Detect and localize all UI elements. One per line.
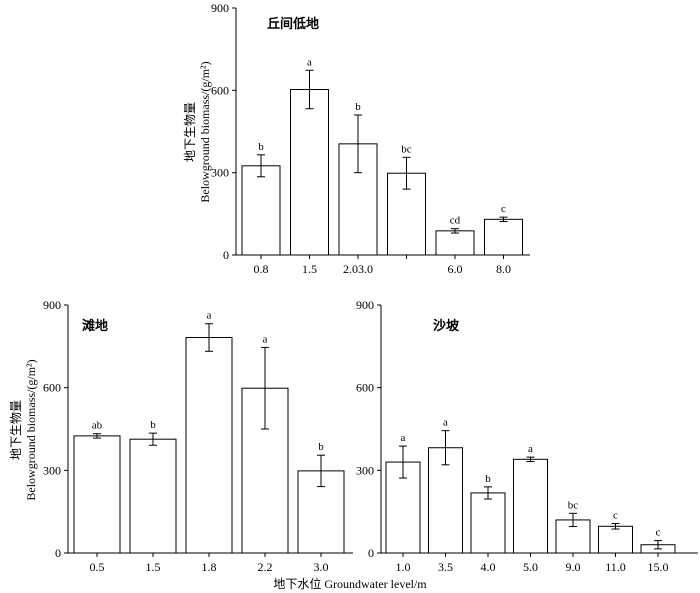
x-tick-label: 1.8	[202, 560, 217, 574]
x-tick-label: 8.0	[496, 262, 511, 276]
x-tick-label: 2.03.0	[343, 262, 373, 276]
bar	[435, 230, 475, 256]
significance-label: a	[443, 417, 448, 429]
y-tick-label: 900	[43, 298, 61, 312]
x-tick-label: 0.5	[90, 560, 105, 574]
x-tick-label: 0.8	[254, 262, 269, 276]
y-tick-label: 300	[356, 463, 374, 477]
y-axis-label-cn: 地下生物量	[9, 400, 23, 460]
significance-label: c	[656, 527, 661, 539]
significance-label: ab	[92, 420, 103, 432]
x-tick-label: 3.0	[314, 560, 329, 574]
x-tick-label: 5.0	[523, 560, 538, 574]
significance-label: b	[258, 141, 264, 153]
panel-title: 沙坡	[433, 318, 460, 333]
significance-label: bc	[401, 143, 412, 155]
y-tick-label: 0	[55, 546, 61, 560]
x-tick-label: 2.2	[258, 560, 273, 574]
y-tick-label: 300	[211, 166, 229, 180]
y-tick-label: 900	[356, 298, 374, 312]
bar	[290, 89, 329, 256]
significance-label: a	[263, 333, 268, 345]
significance-label: a	[207, 310, 212, 322]
panel-shapo: 沙坡 0 300 600 900 a 1.0 a 3.5 b 4.0 a 5.0 bc 9.0 c 11.0 c…	[356, 298, 698, 574]
panel-title: 滩地	[82, 318, 108, 333]
bar	[470, 492, 506, 554]
y-tick-label: 600	[211, 83, 229, 97]
x-tick-label: 1.0	[396, 560, 411, 574]
significance-label: b	[355, 101, 361, 113]
x-tick-label: 4.0	[481, 560, 496, 574]
y-tick-label: 600	[43, 381, 61, 395]
x-tick-label: 6.0	[448, 262, 463, 276]
x-tick-label: 1.5	[302, 262, 317, 276]
bar	[185, 337, 233, 554]
significance-label: cd	[450, 215, 461, 227]
bar	[513, 458, 548, 554]
significance-label: a	[401, 432, 406, 444]
bar	[598, 525, 633, 554]
bar	[129, 438, 177, 554]
y-tick-label: 0	[223, 248, 229, 262]
bar	[241, 165, 281, 256]
bar	[484, 218, 523, 256]
y-tick-label: 600	[356, 381, 374, 395]
bar	[73, 435, 121, 554]
significance-label: a	[307, 56, 312, 68]
significance-label: c	[613, 510, 618, 522]
significance-label: bc	[568, 499, 579, 511]
panel-tandi: 滩地 地下生物量 Belowground biomass/(g/m²) 0 300…	[9, 298, 353, 574]
significance-label: b	[485, 473, 491, 485]
y-tick-label: 900	[211, 1, 229, 15]
x-tick-label: 9.0	[566, 560, 581, 574]
y-tick-label: 0	[368, 546, 374, 560]
x-axis-label: 地下水位 Groundwater level/m	[273, 576, 427, 591]
x-tick-label: 15.0	[648, 560, 669, 574]
significance-label: b	[318, 441, 324, 453]
significance-label: b	[150, 419, 156, 431]
significance-label: c	[501, 203, 506, 215]
panel-title: 丘间低地	[267, 16, 319, 31]
panel-qiujian-didi: 丘间低地 地下生物量 Belowground biomass/(g/m²) 0 3…	[183, 1, 530, 276]
y-tick-label: 300	[43, 463, 61, 477]
bar	[241, 387, 289, 554]
x-tick-label: 1.5	[146, 560, 161, 574]
y-axis-label-en: Belowground biomass/(g/m²)	[198, 61, 212, 202]
x-tick-label: 11.0	[605, 560, 626, 574]
y-axis-label-en: Belowground biomass/(g/m²)	[24, 359, 38, 500]
significance-label: a	[528, 443, 533, 455]
x-tick-label: 3.5	[438, 560, 453, 574]
y-axis-label-cn: 地下生物量	[183, 102, 197, 162]
